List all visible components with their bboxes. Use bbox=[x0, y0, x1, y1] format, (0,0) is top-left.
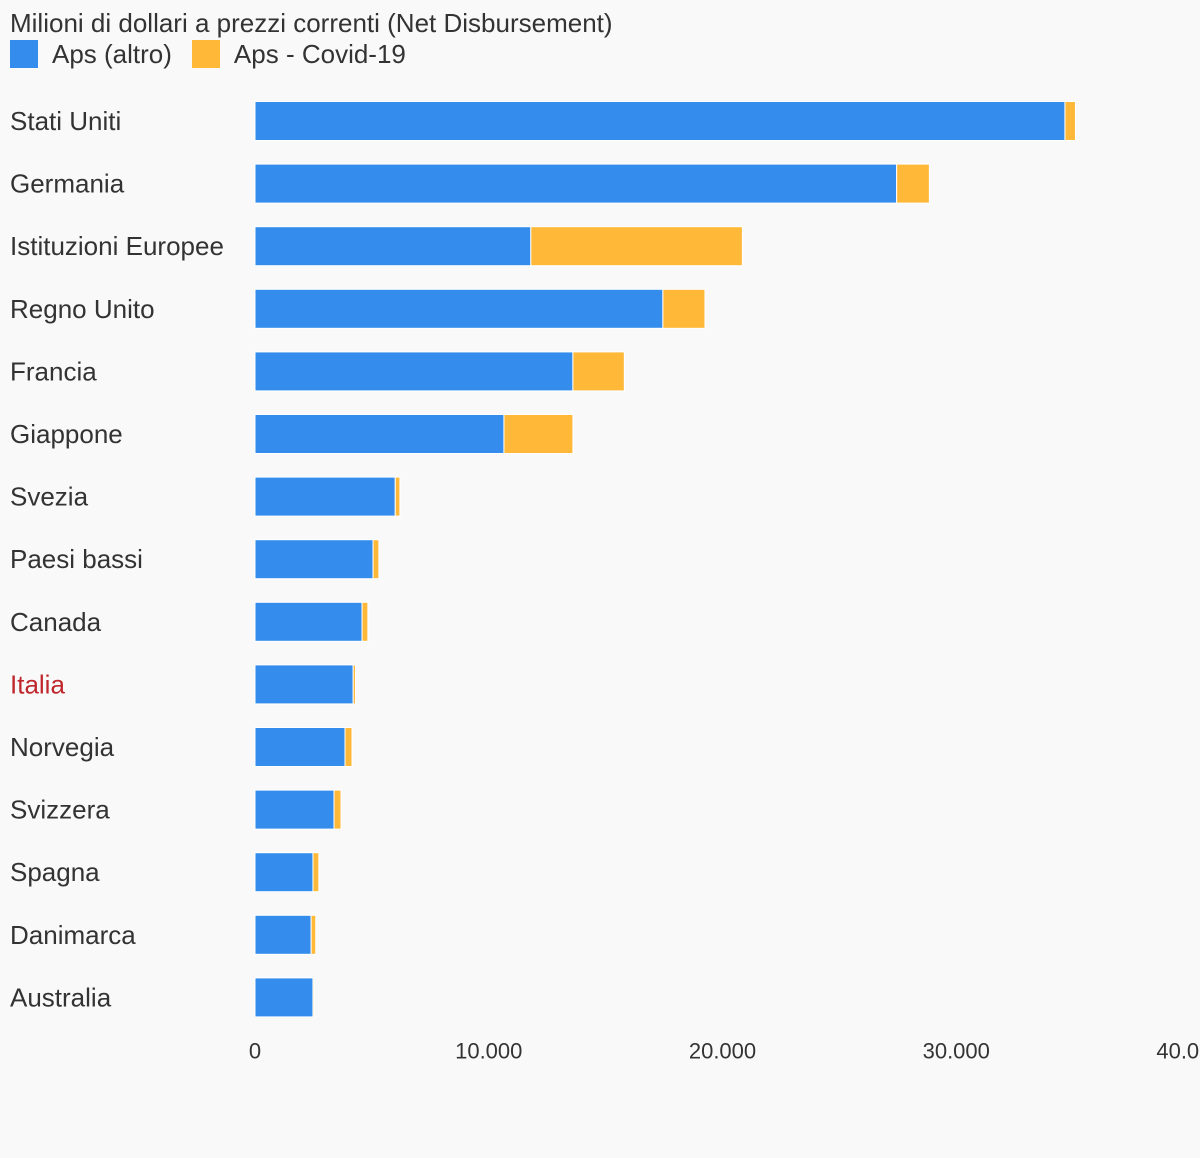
bar-canada-aps-covid[interactable] bbox=[361, 601, 369, 642]
bar-svizzera-aps-covid[interactable] bbox=[333, 789, 342, 830]
bar-svezia-aps-covid[interactable] bbox=[394, 476, 401, 517]
bar-australia-aps-altro[interactable] bbox=[254, 977, 314, 1018]
category-label-canada: Canada bbox=[10, 607, 102, 637]
x-tick-label-4: 40.000 bbox=[1156, 1039, 1200, 1064]
bar-norvegia-aps-covid[interactable] bbox=[344, 727, 353, 767]
category-label-istituzioni-europee: Istituzioni Europee bbox=[10, 231, 224, 261]
bar-svizzera-aps-altro[interactable] bbox=[254, 789, 335, 830]
category-label-germania: Germania bbox=[10, 169, 125, 199]
bar-regno-unito-aps-altro[interactable] bbox=[254, 288, 664, 329]
bar-svezia-aps-altro[interactable] bbox=[254, 476, 396, 517]
category-label-svizzera: Svizzera bbox=[10, 795, 110, 825]
bar-canada-aps-altro[interactable] bbox=[254, 601, 363, 642]
legend-swatch-aps-altro bbox=[10, 40, 38, 68]
bar-stati-uniti-aps-altro[interactable] bbox=[254, 101, 1066, 141]
category-label-stati-uniti: Stati Uniti bbox=[10, 106, 121, 136]
bar-danimarca-aps-covid[interactable] bbox=[310, 914, 317, 955]
x-tick-label-1: 10.000 bbox=[455, 1039, 522, 1064]
x-tick-label-3: 30.000 bbox=[923, 1039, 990, 1064]
chart-title: Milioni di dollari a prezzi correnti (Ne… bbox=[10, 8, 613, 38]
bar-italia-aps-covid[interactable] bbox=[352, 664, 357, 705]
bar-francia-aps-covid[interactable] bbox=[572, 351, 625, 392]
x-tick-label-0: 0 bbox=[249, 1039, 261, 1064]
category-label-francia: Francia bbox=[10, 356, 97, 386]
bar-italia-aps-altro[interactable] bbox=[254, 664, 354, 705]
legend-swatch-aps-covid bbox=[191, 40, 220, 68]
category-label-paesi-bassi: Paesi bassi bbox=[10, 544, 143, 574]
legend-label-aps-covid: Aps - Covid-19 bbox=[233, 38, 406, 69]
bar-francia-aps-altro[interactable] bbox=[254, 351, 574, 392]
bar-regno-unito-aps-covid[interactable] bbox=[662, 288, 706, 329]
bar-australia-aps-covid[interactable] bbox=[312, 977, 315, 1018]
bar-germania-aps-covid[interactable] bbox=[896, 163, 930, 204]
category-label-spagna: Spagna bbox=[10, 857, 100, 887]
category-label-danimarca: Danimarca bbox=[10, 920, 136, 950]
bar-danimarca-aps-altro[interactable] bbox=[254, 914, 312, 955]
bar-giappone-aps-covid[interactable] bbox=[503, 414, 574, 454]
bar-stati-uniti-aps-covid[interactable] bbox=[1064, 101, 1076, 141]
category-label-svezia: Svezia bbox=[10, 482, 89, 512]
bar-istituzioni-europee-aps-covid[interactable] bbox=[530, 226, 743, 267]
x-tick-label-2: 20.000 bbox=[689, 1039, 756, 1064]
category-label-italia: Italia bbox=[10, 669, 65, 699]
bar-paesi-bassi-aps-altro[interactable] bbox=[254, 539, 374, 580]
category-label-giappone: Giappone bbox=[10, 419, 123, 449]
bar-giappone-aps-altro[interactable] bbox=[254, 414, 505, 454]
category-label-regno-unito: Regno Unito bbox=[10, 294, 155, 324]
legend: Aps (altro) Aps - Covid-19 bbox=[10, 38, 426, 70]
legend-item-aps-covid[interactable]: Aps - Covid-19 bbox=[191, 38, 406, 70]
legend-label-aps-altro: Aps (altro) bbox=[52, 38, 172, 69]
category-label-australia: Australia bbox=[10, 982, 112, 1012]
bar-germania-aps-altro[interactable] bbox=[254, 163, 898, 204]
bar-istituzioni-europee-aps-altro[interactable] bbox=[254, 226, 532, 267]
bar-paesi-bassi-aps-covid[interactable] bbox=[372, 539, 380, 580]
bar-spagna-aps-altro[interactable] bbox=[254, 852, 314, 893]
bar-norvegia-aps-altro[interactable] bbox=[254, 727, 346, 767]
bar-spagna-aps-covid[interactable] bbox=[312, 852, 320, 893]
category-label-norvegia: Norvegia bbox=[10, 732, 115, 762]
legend-item-aps-altro[interactable]: Aps (altro) bbox=[10, 39, 172, 70]
